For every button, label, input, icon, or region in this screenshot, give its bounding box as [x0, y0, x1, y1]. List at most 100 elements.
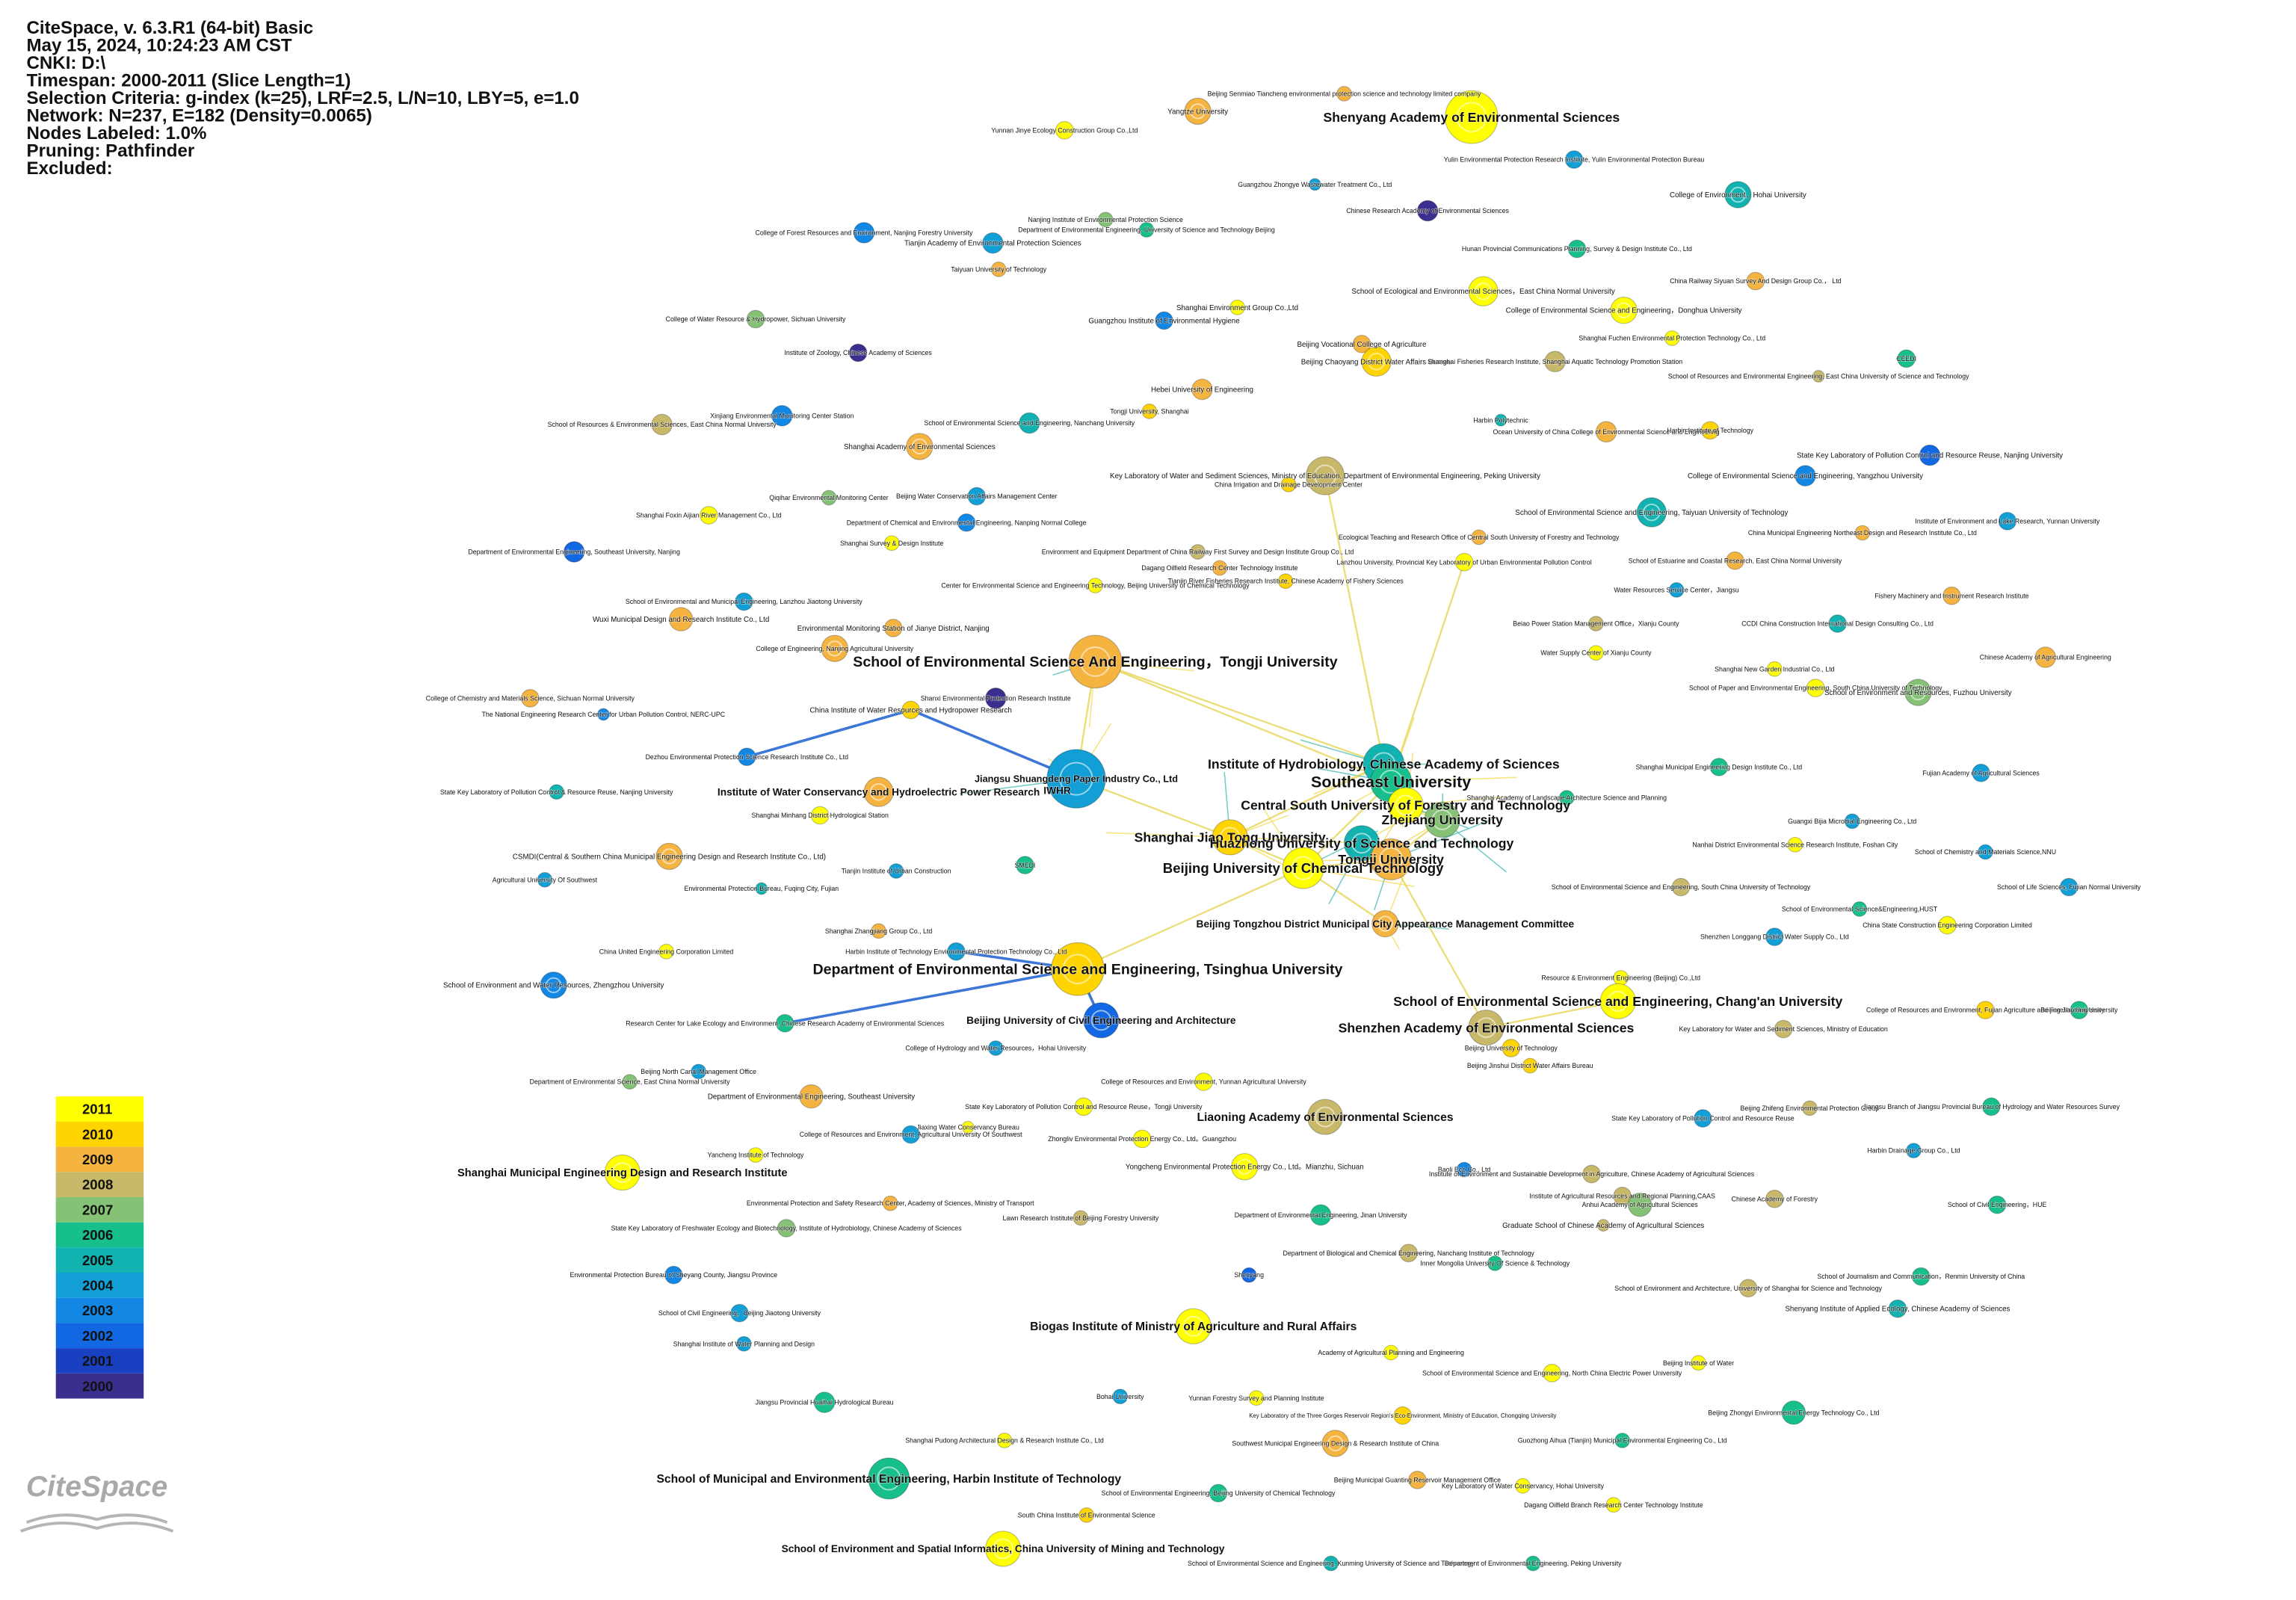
node	[1191, 378, 1213, 401]
node-label: Department of Environmental Engineering,…	[1445, 1560, 1622, 1567]
node	[1175, 1308, 1212, 1344]
node-label: China Irrigation and Drainage Developmen…	[1215, 481, 1363, 488]
node-label: Research Center for Lake Ecology and Env…	[626, 1019, 944, 1027]
node	[604, 1154, 641, 1191]
node	[1502, 1039, 1521, 1057]
node	[1248, 1390, 1265, 1406]
node-label: Lanzhou University, Provincial Key Labor…	[1337, 558, 1592, 566]
node	[1454, 552, 1474, 572]
node-ring	[1315, 1106, 1336, 1128]
node	[2070, 1001, 2089, 1019]
node	[1074, 1097, 1093, 1116]
node	[1558, 790, 1575, 806]
node-ring	[911, 438, 928, 455]
node	[1794, 465, 1816, 487]
edge	[1486, 1000, 1619, 1029]
node	[655, 842, 683, 871]
node-label: School of Environment and Architecture, …	[1614, 1285, 1882, 1292]
node	[1781, 1400, 1806, 1425]
node-ring	[1182, 1315, 1204, 1337]
node-ring	[661, 848, 678, 865]
node-label: Shanghai Fisheries Research Institute, S…	[1428, 358, 1682, 365]
node	[1494, 413, 1507, 427]
node	[957, 513, 976, 532]
node-label: College of Resources and Environment, Yu…	[1101, 1078, 1306, 1086]
node	[1564, 150, 1584, 169]
edge	[1105, 832, 1230, 838]
node	[1972, 763, 1990, 782]
header-line: Nodes Labeled: 1.0%	[27, 123, 207, 143]
node-label: Graduate School of Chinese Academy of Ag…	[1502, 1222, 1704, 1230]
node	[540, 972, 567, 999]
node	[1399, 1244, 1419, 1263]
node	[1393, 1406, 1413, 1425]
node-label: China State Construction Engineering Cor…	[1863, 921, 2032, 929]
legend-swatch	[55, 1373, 144, 1399]
node-label: College of Environmental Science and Eng…	[1688, 472, 1923, 481]
node-label: Beijing Vocational College of Agricultur…	[1297, 341, 1427, 349]
node-label: Institute of Environment and Lake Resear…	[1915, 517, 2099, 525]
node	[1671, 877, 1691, 897]
node-label: CEEDI	[1896, 355, 1916, 362]
edge	[746, 708, 912, 759]
node-label: School of Resources & Environmental Scie…	[548, 421, 777, 428]
node	[1567, 239, 1587, 259]
node-label: Environmental Monitoring Station of Jian…	[797, 625, 990, 633]
edge	[1095, 661, 1384, 765]
node	[549, 784, 565, 800]
node	[1370, 838, 1413, 880]
node	[1636, 497, 1667, 528]
header-line: Excluded:	[27, 158, 113, 179]
node	[901, 700, 921, 720]
node	[1614, 1433, 1631, 1448]
node-label: Biogas Institute of Ministry of Agricult…	[1030, 1321, 1357, 1333]
node	[1522, 1057, 1538, 1074]
node-label: Key Laboratory for Water and Sediment Sc…	[1679, 1025, 1887, 1033]
node	[775, 1013, 794, 1033]
legend-swatch	[55, 1196, 144, 1223]
node	[521, 689, 540, 708]
legend-year: 2008	[82, 1177, 113, 1193]
node	[1308, 178, 1321, 191]
node	[1582, 1164, 1601, 1184]
node-label: Shanghai Zhangjiang Group Co., Ltd	[825, 927, 932, 935]
node-label: Yancheng Institute of Technology	[708, 1152, 804, 1159]
node	[1209, 1483, 1228, 1503]
node-ring	[1059, 762, 1093, 796]
node-label: Fishery Machinery and Instrument Researc…	[1874, 592, 2028, 599]
node-label: School of Estuarine and Coastal Research…	[1629, 557, 1842, 564]
node-label: College of Environment，Hohai University	[1670, 191, 1806, 200]
node	[1468, 1010, 1505, 1046]
node-label: Department of Environmental Engineering,…	[1235, 1211, 1407, 1219]
node-label: School of Environmental Science and Engi…	[1422, 1369, 1682, 1377]
node	[1309, 1204, 1332, 1226]
node	[848, 343, 868, 362]
edge	[1095, 661, 1392, 783]
node-label: Department of Environmental Engineering,…	[708, 1093, 915, 1102]
node-label: College of Engineering, Nanjing Agricult…	[756, 645, 913, 652]
node	[1854, 525, 1871, 541]
node-label: Environmental Protection and Safety Rese…	[747, 1199, 1034, 1207]
node	[961, 1120, 975, 1134]
node-label: Shanghai Academy of Landscape Architectu…	[1466, 794, 1667, 802]
node	[1083, 1002, 1120, 1039]
edge	[1077, 867, 1304, 970]
node	[1155, 311, 1173, 330]
node-label: Shanghai Pudong Architectural Design & R…	[905, 1437, 1104, 1445]
node-label: Environmental Protection Bureau, Fuqing …	[685, 885, 839, 892]
node-ring	[1456, 102, 1487, 133]
node	[1664, 330, 1680, 346]
node-label: School of Civil Engineering，HUE	[1948, 1201, 2047, 1208]
node-label: Southeast University	[1311, 773, 1471, 791]
node	[1471, 529, 1487, 546]
node-ring	[1431, 809, 1453, 830]
node-label: Shanghai Fuchen Environmental Protection…	[1578, 335, 1765, 342]
legend-year: 2005	[82, 1252, 113, 1268]
node-ring	[1219, 827, 1241, 848]
header-line: Pruning: Pathfinder	[27, 141, 195, 161]
node-label: Taiyuan University of Technology	[951, 266, 1047, 274]
node-label: State Key Laboratory of Pollution Contro…	[1797, 452, 2063, 460]
node-label: Beijing Municipal Guanting Reservoir Man…	[1334, 1476, 1501, 1483]
